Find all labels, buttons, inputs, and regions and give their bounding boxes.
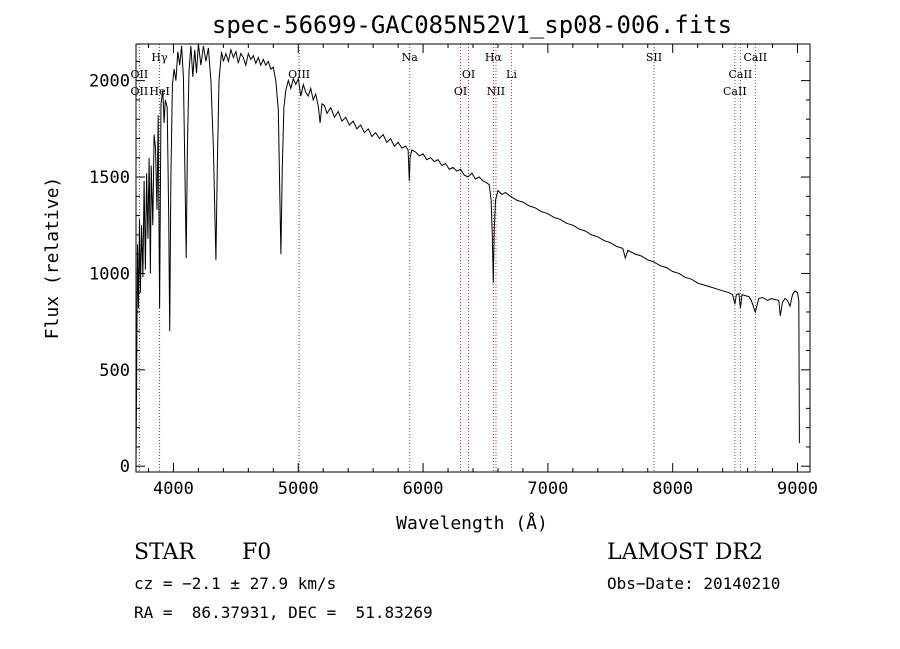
line-marker-label: OII [131,85,149,98]
tick-layer: 4000 5000 6000 7000 8000 9000 0 500 1000 1500 2000 [89,44,818,499]
redshift-cz-text: cz = −2.1 ± 27.9 km/s [134,574,337,593]
object-type-label: STAR [134,540,195,565]
survey-label: LAMOST DR2 [607,540,763,565]
line-marker-label: CaII [743,51,767,64]
x-axis-label: Wavelength (Å) [396,512,548,534]
y-axis-label: Flux (relative) [42,177,63,340]
y-tick-label: 2000 [89,72,130,92]
observation-date-text: Obs−Date: 20140210 [607,574,781,593]
x-tick-label: 9000 [777,479,818,499]
y-tick-label: 500 [99,361,130,381]
chart-title: spec-56699-GAC085N52V1_sp08-006.fits [212,11,732,39]
coordinates-text: RA = 86.37931, DEC = 51.83269 [134,603,433,622]
line-marker-label: SII [646,51,662,64]
x-tick-label: 7000 [527,479,568,499]
x-tick-label: 4000 [153,479,194,499]
line-marker-label: OIII [288,68,310,81]
x-tick-label: 8000 [652,479,693,499]
line-marker-label: Hγ [151,51,168,64]
line-marker-label: OI [462,68,475,81]
spectral-subclass-label: F0 [242,540,272,565]
y-tick-label: 1500 [89,168,130,188]
y-tick-label: 0 [120,457,130,477]
line-marker-label: CaII [723,85,747,98]
line-marker-label: OII [131,68,149,81]
line-marker-label: Hα [485,51,503,64]
line-marker-label: Na [402,51,419,64]
x-tick-label: 6000 [403,479,444,499]
line-marker-label: OI [454,85,467,98]
spectrum-line [135,43,800,467]
y-tick-label: 1000 [89,264,130,284]
line-marker-label: CaII [729,68,753,81]
plot-frame [135,43,811,473]
line-marker-label: NII [487,85,505,98]
line-marker-label: Li [506,68,517,81]
x-tick-label: 5000 [278,479,319,499]
line-marker-label: HeI [149,85,169,98]
